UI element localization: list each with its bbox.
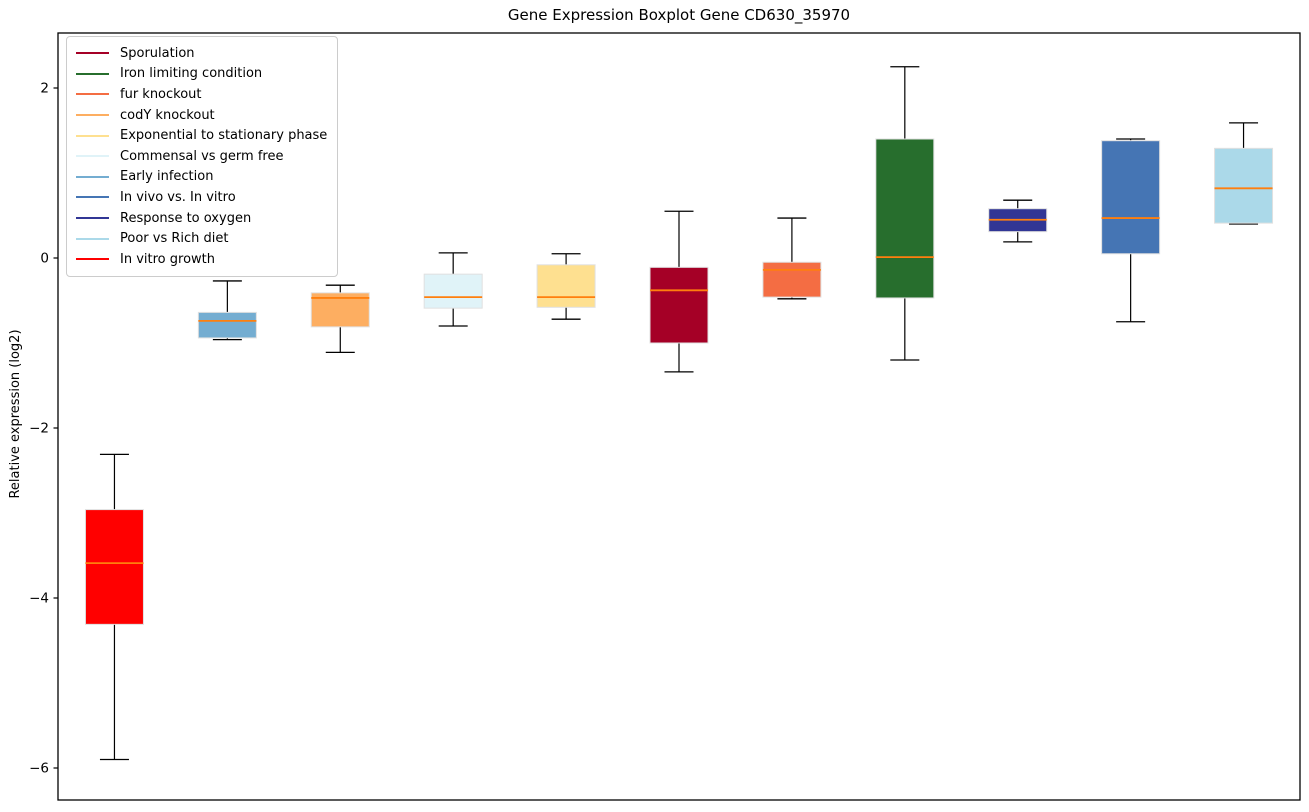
box-commensal-vs-germ-free-rect: [423, 273, 483, 309]
legend-label: In vitro growth: [120, 251, 215, 267]
box-exponential-to-stationary-phase-rect: [536, 264, 596, 308]
box-poor-vs-rich-diet-rect: [1214, 147, 1274, 224]
legend-swatch-commensal-vs-germ-free: [76, 155, 109, 158]
box-in-vivo-vs-in-vitro-rect: [1101, 140, 1161, 255]
legend-swatch-in-vivo-vs-in-vitro: [76, 196, 109, 199]
legend-item-cody-knockout: codY knockout: [76, 105, 327, 126]
chart-title: Gene Expression Boxplot Gene CD630_35970: [507, 6, 851, 24]
legend-item-in-vitro-growth: In vitro growth: [76, 249, 327, 270]
y-tick-label: −6: [29, 761, 49, 777]
legend-item-response-to-oxygen: Response to oxygen: [76, 208, 327, 229]
legend-item-poor-vs-rich-diet: Poor vs Rich diet: [76, 228, 327, 249]
legend-swatch-in-vitro-growth: [76, 258, 109, 261]
box-fur-knockout-rect: [762, 261, 822, 298]
legend-item-sporulation: Sporulation: [76, 43, 327, 64]
y-tick-label: 0: [40, 251, 49, 267]
legend-label: Sporulation: [120, 45, 195, 61]
legend-label: Iron limiting condition: [120, 66, 263, 82]
legend-label: Early infection: [120, 169, 214, 185]
legend-item-commensal-vs-germ-free: Commensal vs germ free: [76, 146, 327, 167]
legend-item-in-vivo-vs-in-vitro: In vivo vs. In vitro: [76, 187, 327, 208]
legend-label: Response to oxygen: [120, 210, 252, 226]
legend-label: Poor vs Rich diet: [120, 231, 229, 247]
legend: Sporulation Iron limiting condition fur kn…: [66, 36, 339, 277]
legend-swatch-sporulation: [76, 52, 109, 55]
y-tick-label: 2: [40, 81, 49, 97]
legend-item-early-infection: Early infection: [76, 167, 327, 188]
legend-swatch-poor-vs-rich-diet: [76, 237, 109, 240]
legend-swatch-fur-knockout: [76, 93, 109, 96]
legend-label: Exponential to stationary phase: [120, 128, 328, 144]
legend-item-exponential-to-stationary-phase: Exponential to stationary phase: [76, 125, 327, 146]
legend-swatch-cody-knockout: [76, 114, 109, 117]
legend-label: Commensal vs germ free: [120, 148, 284, 164]
box-in-vitro-growth-rect: [84, 509, 144, 625]
legend-label: codY knockout: [120, 107, 215, 123]
legend-swatch-response-to-oxygen: [76, 217, 109, 220]
box-iron-limiting-condition-rect: [875, 138, 935, 299]
y-tick-label: −4: [29, 591, 49, 607]
legend-label: In vivo vs. In vitro: [120, 189, 236, 205]
box-sporulation-rect: [649, 266, 709, 344]
legend-label: fur knockout: [120, 86, 202, 102]
legend-swatch-exponential-to-stationary-phase: [76, 134, 109, 137]
legend-item-fur-knockout: fur knockout: [76, 84, 327, 105]
legend-swatch-early-infection: [76, 175, 109, 178]
legend-swatch-iron-limiting-condition: [76, 72, 109, 75]
legend-item-iron-limiting-condition: Iron limiting condition: [76, 64, 327, 85]
box-early-infection-rect: [197, 311, 257, 339]
plot-frame: [57, 32, 1301, 801]
y-tick-label: −2: [29, 421, 49, 437]
